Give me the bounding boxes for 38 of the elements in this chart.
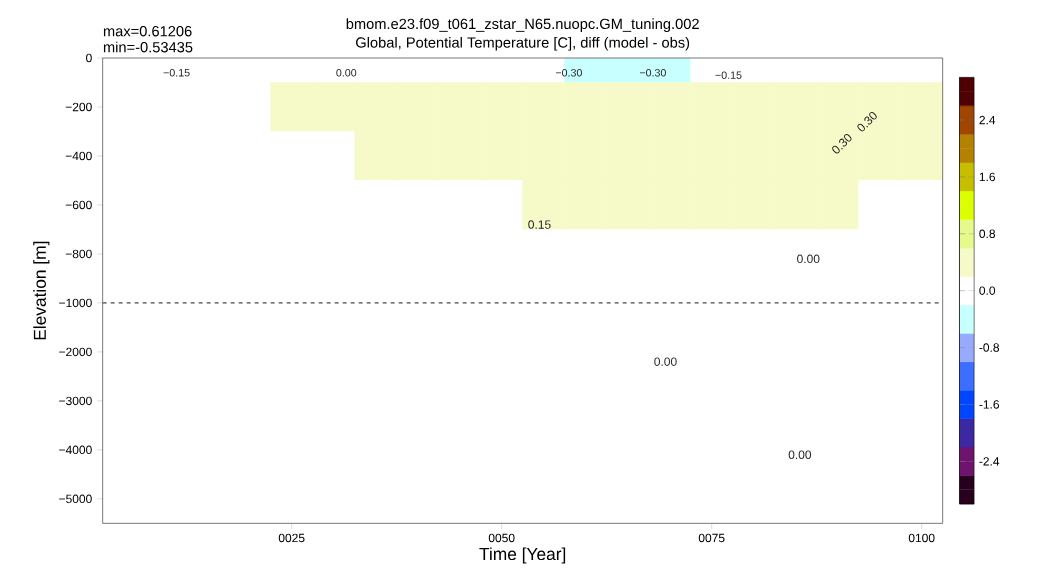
- annotation: 0.30: [857, 111, 877, 132]
- annotation: 0.00: [788, 450, 812, 460]
- chart-title: bmom.e23.f09_t061_zstar_N65.nuopc.GM_tuning.002: [346, 18, 699, 32]
- x-tick-label: 0025: [278, 533, 305, 543]
- x-tick-label: 0050: [488, 533, 515, 543]
- color-bar-label: 0.0: [979, 286, 996, 295]
- y-tick-label: −3000: [59, 396, 92, 406]
- color-bar-label: 2.4: [979, 115, 996, 125]
- annotation: 0.00: [654, 357, 677, 366]
- color-bar-label: 1.6: [979, 172, 996, 182]
- x-tick-label: 0075: [698, 533, 725, 543]
- text: min=-0.53435: [103, 41, 193, 53]
- y-tick-label: −400: [65, 151, 92, 161]
- annotation: −0.15: [163, 68, 190, 77]
- y-tick-label: −5000: [59, 494, 92, 504]
- y-tick-label: −4000: [59, 445, 92, 455]
- annotation: 0.15: [528, 220, 551, 229]
- annotation: −0.30: [639, 68, 666, 77]
- y-tick-label: −600: [65, 200, 92, 210]
- color-bar-label: -0.8: [979, 343, 1000, 352]
- y-tick-label: −2000: [59, 347, 92, 357]
- color-bar-label: -1.6: [979, 400, 1000, 409]
- chart-subtitle: Global, Potential Temperature [C], diff (model - obs): [356, 36, 690, 51]
- color-bar-label: 0.8: [979, 229, 996, 239]
- x-axis-title: Time [Year]: [479, 547, 566, 564]
- annotation: 0.00: [336, 68, 357, 77]
- color-bar-label: -2.4: [979, 457, 1000, 466]
- annotation: 0.00: [797, 254, 820, 264]
- annotation: 0.30: [832, 133, 852, 154]
- y-axis-title: Elevation [m]: [33, 241, 50, 340]
- text: max=0.61206: [103, 26, 192, 37]
- annotation: −0.30: [555, 68, 582, 77]
- y-tick-label: −1000: [59, 298, 92, 308]
- y-tick-label: −800: [65, 249, 92, 259]
- annotation: −0.15: [715, 71, 742, 79]
- y-tick-label: −200: [65, 102, 92, 112]
- x-tick-label: 0100: [908, 533, 935, 543]
- y-tick-label: 0: [86, 53, 92, 63]
